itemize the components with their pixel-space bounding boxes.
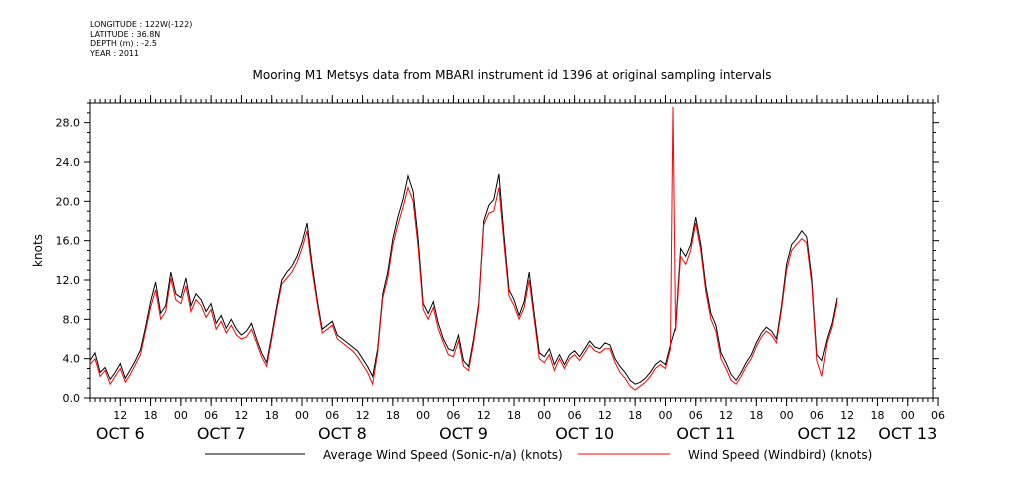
y-tick-label: 20.0: [56, 195, 81, 208]
x-day-label: OCT 11: [676, 424, 735, 443]
x-tick-label: 18: [870, 409, 884, 422]
meta-latitude: LATITUDE : 36.8N: [90, 29, 161, 39]
x-tick-label: 18: [749, 409, 763, 422]
y-tick-label: 28.0: [56, 117, 81, 130]
x-tick-label: 00: [901, 409, 915, 422]
x-tick-label: 18: [386, 409, 400, 422]
y-tick-label: 4.0: [63, 353, 81, 366]
x-day-label: OCT 9: [439, 424, 488, 443]
x-day-label: OCT 13: [878, 424, 937, 443]
x-tick-label: 06: [810, 409, 824, 422]
x-tick-label: 00: [537, 409, 551, 422]
x-tick-label: 12: [840, 409, 854, 422]
y-tick-label: 0.0: [63, 392, 81, 405]
x-tick-label: 18: [144, 409, 158, 422]
series-line-1: [89, 173, 838, 385]
y-tick-label: 24.0: [56, 156, 81, 169]
x-day-label: OCT 12: [798, 424, 857, 443]
plot-frame: [89, 102, 934, 399]
meta-longitude: LONGITUDE : 122W(-122): [90, 20, 193, 29]
y-tick-label: 8.0: [63, 313, 81, 326]
x-day-label: OCT 6: [96, 424, 145, 443]
x-tick-label: 12: [477, 409, 491, 422]
x-tick-label: 12: [719, 409, 733, 422]
x-tick-label: 18: [628, 409, 642, 422]
series-line-2: [89, 106, 838, 391]
x-tick-label: 12: [598, 409, 612, 422]
x-day-label: OCT 7: [197, 424, 246, 443]
x-tick-label: 00: [174, 409, 188, 422]
legend-label-2: Wind Speed (Windbird) (knots): [688, 448, 872, 462]
legend-label-1: Average Wind Speed (Sonic-n/a) (knots): [323, 448, 563, 462]
x-tick-label: 06: [931, 409, 945, 422]
x-tick-label: 12: [234, 409, 248, 422]
y-axis-title: knots: [31, 234, 45, 267]
x-tick-label: 06: [689, 409, 703, 422]
x-tick-label: 00: [295, 409, 309, 422]
x-tick-label: 12: [113, 409, 127, 422]
metadata-block: LONGITUDE : 122W(-122) LATITUDE : 36.8N …: [90, 20, 192, 58]
x-tick-label: 06: [325, 409, 339, 422]
x-day-label: OCT 8: [318, 424, 367, 443]
meta-depth: DEPTH (m) : -2.5: [90, 39, 157, 48]
x-day-label: OCT 10: [555, 424, 614, 443]
y-tick-label: 16.0: [56, 235, 81, 248]
x-tick-label: 06: [204, 409, 218, 422]
x-tick-label: 00: [658, 409, 672, 422]
meta-year: YEAR : 2011: [90, 48, 140, 58]
x-tick-label: 00: [416, 409, 430, 422]
x-tick-label: 18: [507, 409, 521, 422]
x-tick-label: 06: [568, 409, 582, 422]
x-tick-label: 00: [780, 409, 794, 422]
x-tick-label: 18: [265, 409, 279, 422]
x-tick-label: 12: [356, 409, 370, 422]
chart-title: Mooring M1 Metsys data from MBARI instru…: [252, 68, 772, 82]
x-tick-label: 06: [446, 409, 460, 422]
y-tick-label: 12.0: [56, 274, 81, 287]
